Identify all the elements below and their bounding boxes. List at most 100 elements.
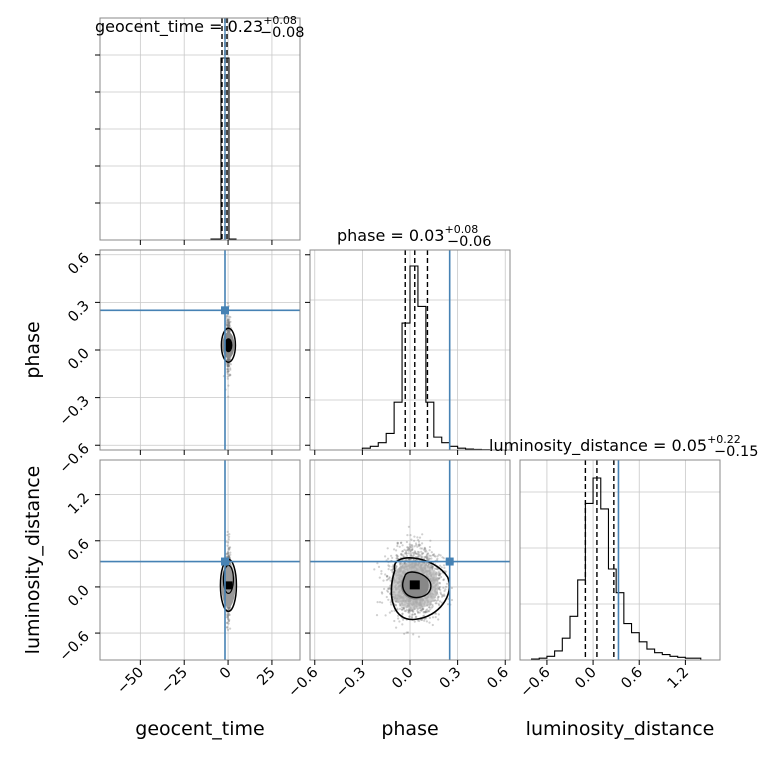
sample-point: [408, 548, 411, 551]
sample-point: [431, 605, 434, 608]
sample-point: [227, 359, 230, 362]
sample-point: [229, 373, 232, 376]
sample-point: [409, 534, 412, 537]
sample-point: [443, 594, 446, 598]
sample-point: [388, 587, 391, 590]
sample-point: [402, 606, 405, 609]
sample-point: [227, 552, 230, 555]
title-geocent-time: geocent_time = 0.23+0.08: [95, 14, 297, 37]
sample-point: [437, 595, 440, 598]
sample-point: [424, 611, 428, 614]
sample-point: [411, 547, 414, 551]
sample-point: [227, 357, 230, 360]
title-luminosity-distance-minus: −0.15: [714, 444, 758, 460]
sample-point: [227, 555, 230, 558]
sample-point: [227, 612, 230, 615]
sample-point: [227, 548, 230, 551]
sample-point: [401, 550, 404, 553]
tick-label-luminosity-distance-y: 0.6: [65, 536, 93, 564]
sample-point: [438, 604, 441, 607]
density-inner: [409, 580, 420, 590]
hist-luminosity-distance-bar: [608, 569, 616, 660]
sample-point: [229, 320, 232, 323]
ylabel-luminosity-distance: luminosity_distance: [22, 466, 44, 655]
sample-point: [421, 608, 425, 611]
sample-point: [419, 609, 422, 612]
sample-point: [395, 554, 398, 557]
sample-point: [438, 582, 441, 585]
sample-point: [388, 611, 391, 614]
sample-point: [227, 328, 230, 331]
sample-point: [424, 611, 427, 614]
sample-point: [415, 552, 418, 555]
sample-point: [387, 568, 390, 571]
sample-point: [427, 552, 430, 555]
sample-point: [386, 547, 389, 550]
tick-label-geocent-time: 25: [254, 665, 278, 689]
sample-point: [418, 554, 421, 557]
sample-point: [414, 552, 417, 555]
sample-point: [414, 542, 418, 545]
xlabel-geocent-time: geocent_time: [135, 718, 264, 740]
sample-point: [227, 325, 230, 328]
panel-hist-geocent-time: [99, 17, 301, 241]
hist-phase-bar: [418, 306, 426, 450]
sample-point: [410, 555, 413, 558]
sample-point: [435, 572, 439, 575]
sample-point: [417, 555, 420, 558]
sample-point: [229, 627, 232, 630]
sample-point: [410, 616, 414, 619]
sample-point: [438, 587, 441, 590]
sample-point: [442, 564, 446, 567]
sample-point: [413, 613, 417, 616]
sample-point: [405, 554, 409, 558]
sample-point: [398, 545, 401, 548]
sample-point: [226, 370, 229, 373]
sample-point: [386, 589, 389, 592]
tick-label-luminosity-distance: 0.0: [572, 665, 600, 693]
sample-point: [227, 321, 230, 324]
sample-point: [227, 364, 230, 367]
sample-point: [407, 549, 410, 552]
sample-point: [395, 626, 398, 629]
sample-point: [226, 358, 229, 361]
tick-label-phase-y: −0.6: [57, 441, 93, 477]
ylabel-phase: phase: [22, 321, 44, 378]
sample-point: [226, 530, 229, 534]
sample-point: [380, 572, 383, 575]
sample-point: [226, 323, 229, 326]
tick-label-phase: 0.0: [389, 665, 417, 693]
sample-point: [420, 553, 423, 556]
sample-point: [421, 608, 424, 611]
sample-point: [227, 547, 230, 550]
sample-point: [226, 615, 230, 619]
sample-point: [409, 609, 412, 613]
sample-point: [408, 548, 411, 551]
sample-point: [409, 554, 412, 557]
sample-point: [391, 565, 394, 568]
sample-point: [438, 577, 441, 580]
sample-point: [228, 358, 231, 361]
sample-point: [439, 592, 442, 596]
sample-point: [227, 612, 230, 615]
sample-point: [229, 363, 232, 366]
sample-point: [227, 538, 230, 541]
sample-point: [405, 549, 408, 552]
sample-point: [435, 612, 438, 615]
sample-point: [226, 626, 229, 629]
sample-point: [424, 555, 427, 559]
sample-point: [438, 574, 441, 577]
sample-point: [402, 554, 405, 557]
sample-point: [435, 599, 438, 603]
sample-point: [226, 324, 229, 327]
sample-point: [409, 550, 412, 553]
sample-point: [418, 536, 422, 539]
sample-point: [431, 564, 434, 568]
sample-point: [227, 554, 230, 557]
sample-point: [225, 314, 229, 318]
sample-point: [228, 330, 231, 333]
sample-point: [431, 616, 435, 619]
sample-point: [391, 556, 394, 560]
sample-point: [228, 363, 231, 366]
sample-point: [380, 570, 383, 573]
